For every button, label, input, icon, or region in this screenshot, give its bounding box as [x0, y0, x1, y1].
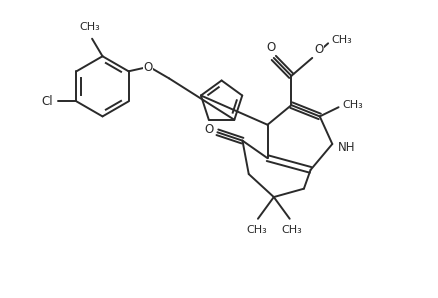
Text: NH: NH — [337, 141, 355, 154]
Text: Cl: Cl — [42, 95, 53, 108]
Text: CH₃: CH₃ — [245, 226, 266, 235]
Text: CH₃: CH₃ — [79, 22, 100, 32]
Text: CH₃: CH₃ — [280, 226, 301, 235]
Text: O: O — [204, 123, 213, 136]
Text: CH₃: CH₃ — [330, 35, 351, 45]
Text: CH₃: CH₃ — [342, 100, 363, 110]
Text: O: O — [202, 123, 211, 136]
Text: O: O — [266, 41, 276, 54]
Text: O: O — [313, 43, 322, 56]
Text: O: O — [143, 61, 152, 74]
